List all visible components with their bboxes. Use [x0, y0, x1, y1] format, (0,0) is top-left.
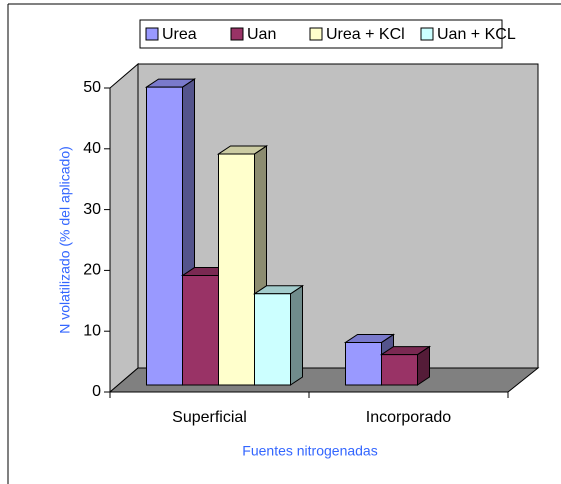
- bar-front: [146, 86, 183, 386]
- legend-swatch: [420, 27, 434, 41]
- legend-label: Urea + KCl: [326, 26, 405, 43]
- bar: [252, 284, 305, 386]
- x-tick-label: Incorporado: [366, 409, 451, 426]
- legend-swatch: [145, 27, 159, 41]
- bar-front: [345, 341, 382, 386]
- y-tick-label: 10: [83, 322, 101, 339]
- bar-front: [182, 275, 219, 386]
- y-tick-label: 30: [83, 201, 101, 218]
- y-axis-title: N volatilizado (% del aplicado): [57, 146, 73, 334]
- bar-front: [254, 293, 291, 386]
- bar-side: [290, 284, 303, 386]
- x-tick-label: Superficial: [172, 409, 247, 426]
- y-tick-label: 50: [83, 79, 101, 96]
- legend-label: Uan + KCL: [437, 26, 516, 43]
- y-tick-label: 20: [83, 262, 101, 279]
- bar: [379, 345, 432, 386]
- legend-swatch: [230, 27, 244, 41]
- legend-swatch: [309, 27, 323, 41]
- y-tick-label: 40: [83, 140, 101, 157]
- legend-label: Urea: [162, 26, 197, 43]
- x-axis-title: Fuentes nitrogenadas: [242, 443, 377, 459]
- side-wall: [109, 62, 139, 394]
- y-tick-label: 0: [92, 383, 101, 400]
- bar-front: [381, 354, 418, 386]
- bar: [144, 78, 197, 386]
- legend-label: Uan: [247, 26, 276, 43]
- bar-front: [218, 153, 255, 386]
